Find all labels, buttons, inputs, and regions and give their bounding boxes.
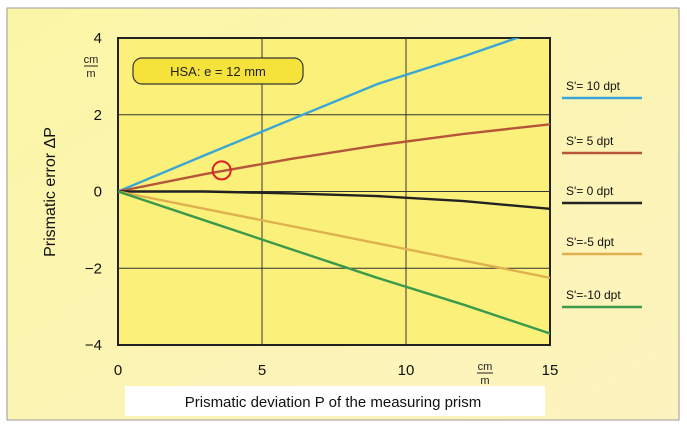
annotation-text: HSA: e = 12 mm — [170, 64, 266, 79]
y-tick-label-0: 4 — [94, 30, 102, 47]
x-unit: cm m — [477, 361, 493, 387]
tick-labels: 0 5 10 15 4 2 0 −2 −4 — [85, 30, 558, 379]
y-tick-label-2: 0 — [94, 184, 102, 201]
x-tick-label-2: 10 — [398, 362, 415, 379]
x-unit-den: m — [480, 375, 489, 387]
x-tick-label-1: 5 — [258, 362, 266, 379]
legend-label-0: S'= 10 dpt — [566, 79, 621, 93]
annotation-box — [132, 57, 304, 85]
y-tick-label-4: −4 — [85, 337, 102, 354]
legend-label-2: S'= 0 dpt — [566, 184, 614, 198]
series-line-4 — [118, 190, 550, 335]
y-axis-label: Prismatic error ΔP — [42, 127, 59, 257]
series-line-1 — [118, 123, 550, 193]
y-unit: cm m — [84, 54, 99, 80]
x-axis-label: Prismatic deviation P of the measuring p… — [185, 394, 482, 411]
x-unit-num: cm — [478, 361, 493, 373]
series-layer — [118, 38, 550, 335]
x-label-box — [125, 386, 545, 416]
y-unit-den: m — [86, 68, 95, 80]
legend-label-1: S'= 5 dpt — [566, 134, 614, 148]
series-line-2 — [118, 190, 550, 210]
legend-label-3: S'=-5 dpt — [566, 235, 615, 249]
y-tick-label-1: 2 — [94, 107, 102, 124]
legend-label-4: S'=-10 dpt — [566, 288, 621, 302]
legend: S'= 10 dpt S'= 5 dpt S'= 0 dpt S'=-5 dpt S'=… — [562, 79, 642, 309]
y-unit-num: cm — [84, 54, 99, 66]
highlight-marker — [211, 160, 232, 181]
series-line-3 — [118, 190, 550, 279]
x-tick-label-0: 0 — [114, 362, 122, 379]
y-tick-label-3: −2 — [85, 260, 102, 277]
annotation: HSA: e = 12 mm — [132, 57, 304, 85]
x-tick-label-3: 15 — [542, 362, 559, 379]
series-line-0 — [118, 38, 521, 193]
